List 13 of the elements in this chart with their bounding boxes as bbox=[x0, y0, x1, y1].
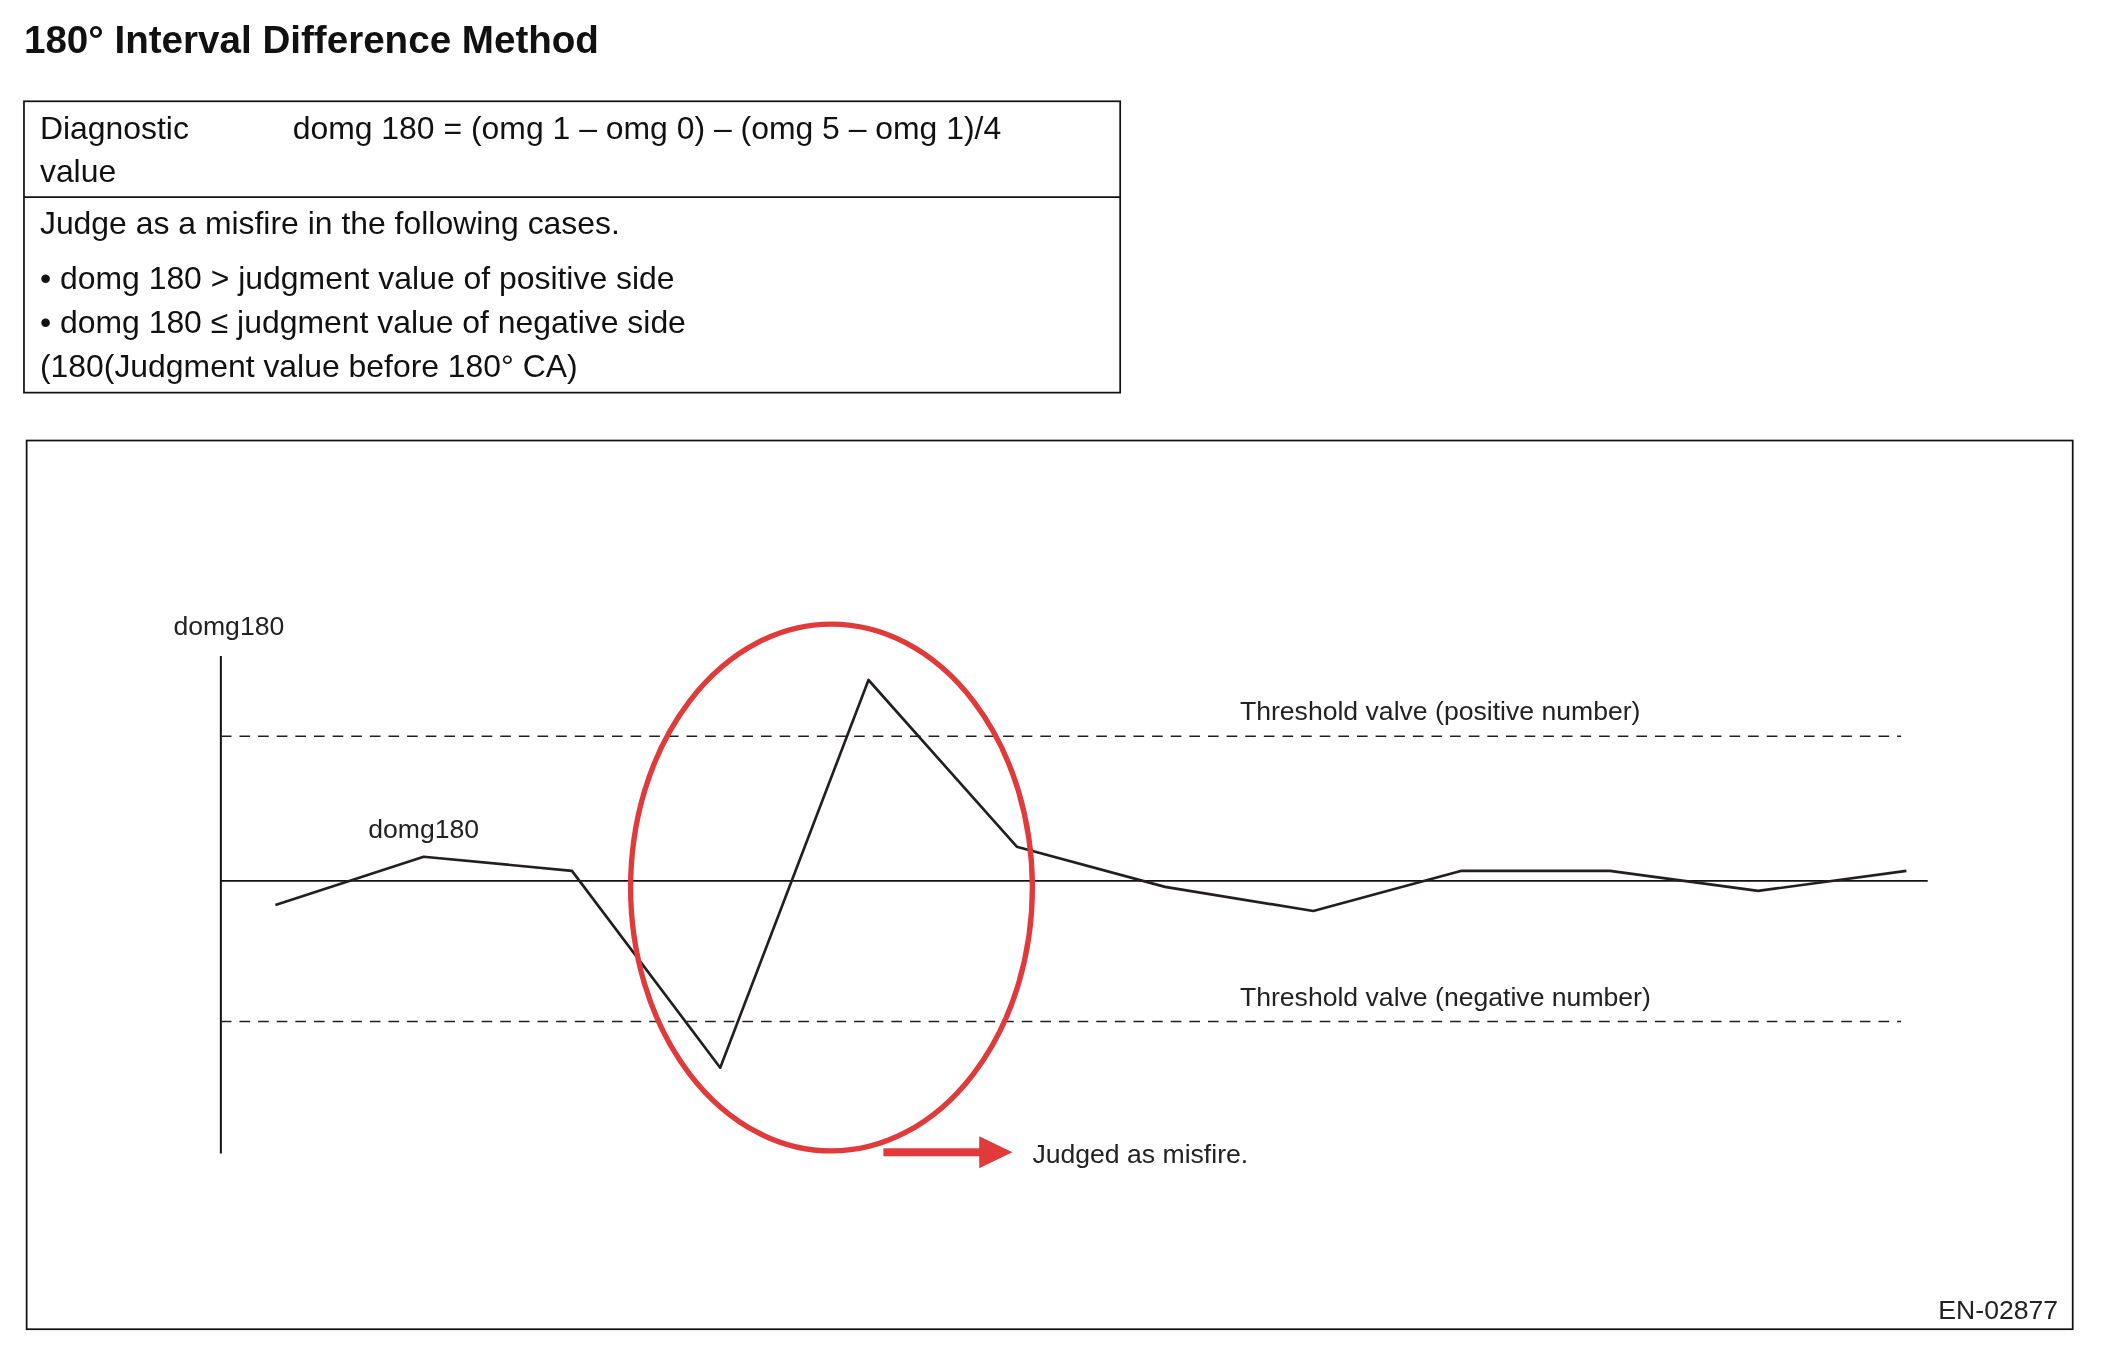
ref-line-label: Threshold valve (positive number) bbox=[1239, 696, 1641, 727]
chart-title: 180° Interval Difference Method bbox=[23, 18, 599, 62]
y-axis-title: domg180 bbox=[173, 610, 285, 641]
text: Diagnostic value bbox=[39, 109, 189, 190]
text: Judge as a misfire in the following cases. bbox=[39, 205, 620, 242]
ref-line-label: Threshold valve (negative number) bbox=[1239, 981, 1651, 1012]
text: • domg 180 ≤ judgment value of negative side bbox=[39, 303, 686, 340]
text: • domg 180 > judgment value of positive side bbox=[39, 259, 675, 296]
text: EN-02877 bbox=[1938, 1294, 2059, 1325]
text: domg 180 = (omg 1 – omg 0) – (omg 5 – omg 1)/4 bbox=[292, 109, 1002, 146]
text: (180(Judgment value before 180° CA) bbox=[39, 347, 578, 384]
text: Judged as misfire. bbox=[1032, 1138, 1249, 1169]
series-label: domg180 bbox=[368, 814, 480, 845]
